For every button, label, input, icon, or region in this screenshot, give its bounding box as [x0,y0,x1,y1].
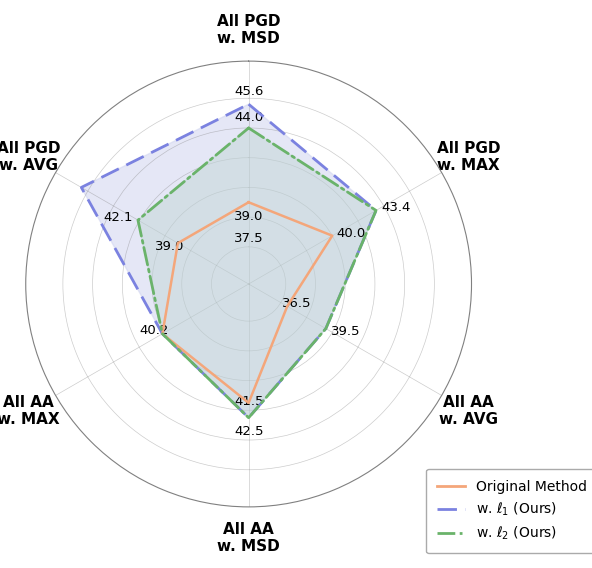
Text: 43.4: 43.4 [381,201,410,214]
Text: 39.0: 39.0 [155,240,184,253]
Text: 39.5: 39.5 [331,325,361,338]
Polygon shape [138,128,376,417]
Legend: Original Method, w. $\ell_1$ (Ours), w. $\ell_2$ (Ours): Original Method, w. $\ell_1$ (Ours), w. … [426,469,592,553]
Text: 41.5: 41.5 [234,395,263,408]
Text: 45.6: 45.6 [234,85,263,98]
Text: 36.5: 36.5 [282,297,311,310]
Text: 39.0: 39.0 [234,210,263,223]
Text: 40.2: 40.2 [140,324,169,337]
Text: 42.1: 42.1 [104,211,133,224]
Polygon shape [81,104,376,417]
Text: 44.0: 44.0 [234,111,263,123]
Text: 37.5: 37.5 [234,232,263,245]
Text: 40.0: 40.0 [336,227,365,240]
Text: 42.5: 42.5 [234,425,263,438]
